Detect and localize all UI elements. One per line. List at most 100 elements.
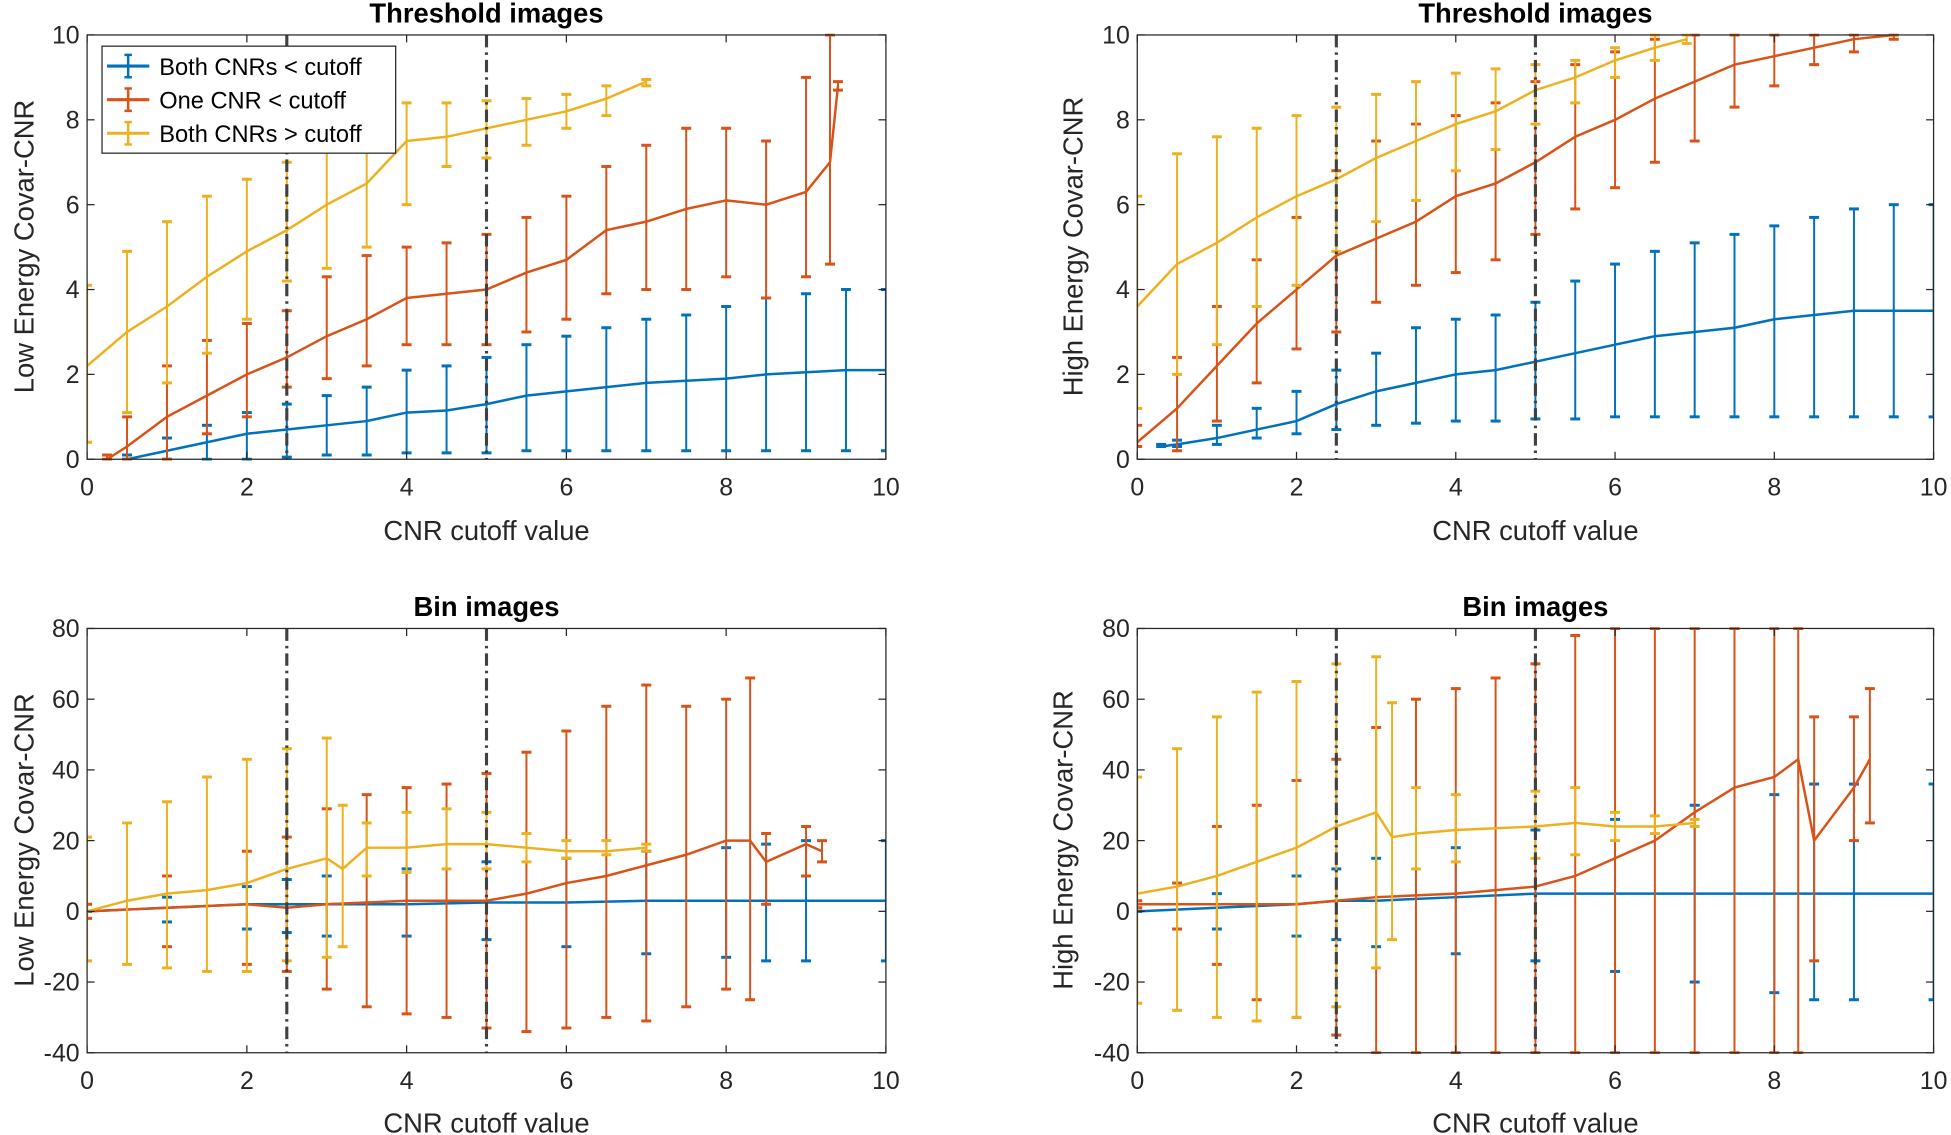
error-bar xyxy=(641,143,652,292)
y-tick-label: -40 xyxy=(1094,1039,1130,1067)
error-bar xyxy=(1137,775,1143,1005)
error-bar xyxy=(825,33,835,266)
error-bar xyxy=(601,704,612,1019)
error-bar xyxy=(1689,627,1700,1055)
series-0 xyxy=(122,288,886,461)
x-tick-label: 6 xyxy=(559,1067,573,1095)
y-tick-label: 0 xyxy=(1116,446,1130,474)
x-axis-label: CNR cutoff value xyxy=(383,515,589,546)
legend-label: Both CNRs < cutoff xyxy=(159,55,362,81)
error-bar xyxy=(1490,67,1501,152)
error-bar xyxy=(1793,627,1804,1055)
error-bar xyxy=(1649,249,1660,419)
y-tick-label: 20 xyxy=(1102,827,1130,855)
y-axis-label: High Energy Covar-CNR xyxy=(1048,690,1079,990)
legend-box xyxy=(101,45,397,154)
error-bar xyxy=(1450,317,1461,423)
error-bar xyxy=(1570,786,1581,857)
error-bar xyxy=(1928,782,1934,1002)
error-bar xyxy=(361,254,372,368)
plot-area xyxy=(87,33,886,461)
error-bar xyxy=(561,729,572,1030)
x-tick-label: 4 xyxy=(400,473,414,501)
panel-low-energy-threshold: Threshold images CNR cutoff value Low En… xyxy=(9,0,900,546)
error-bar xyxy=(601,84,612,118)
error-bar xyxy=(1211,715,1222,1019)
error-bar xyxy=(745,676,756,1002)
y-tick-label: 6 xyxy=(1116,191,1130,219)
series-2 xyxy=(87,736,652,973)
plot-area xyxy=(87,676,886,1034)
x-tick-label: 6 xyxy=(1608,473,1622,501)
legend: Both CNRs < cutoff One CNR < cutoff Both… xyxy=(101,45,397,154)
series-mean-line xyxy=(87,842,647,913)
x-tick-label: 10 xyxy=(1920,473,1948,501)
y-axis-label: High Energy Covar-CNR xyxy=(1058,97,1089,397)
y-tick-label: 0 xyxy=(66,446,80,474)
x-tick-label: 0 xyxy=(1130,473,1144,501)
error-bar xyxy=(801,75,812,279)
y-tick-label: 4 xyxy=(1116,276,1130,304)
y-tick-label: 10 xyxy=(52,22,80,50)
error-bar xyxy=(1211,423,1222,446)
x-tick-label: 6 xyxy=(1608,1067,1622,1095)
error-bar xyxy=(122,821,133,966)
error-bar xyxy=(601,839,612,857)
legend-entry-one-below: One CNR < cutoff xyxy=(107,87,346,114)
error-bar xyxy=(1864,687,1875,825)
error-bar xyxy=(1371,351,1382,427)
y-tick-label: -20 xyxy=(44,969,80,997)
y-tick-label: -20 xyxy=(1094,969,1130,997)
error-bar xyxy=(641,317,652,453)
y-tick-label: 4 xyxy=(66,276,80,304)
series-1 xyxy=(1137,33,1899,453)
error-bar xyxy=(401,810,412,874)
legend-swatch-icon xyxy=(107,53,150,79)
error-bar xyxy=(1410,697,1421,1055)
error-bar xyxy=(201,194,212,355)
legend-entry-both-below: Both CNRs < cutoff xyxy=(107,53,362,81)
error-bar xyxy=(241,177,252,321)
x-tick-label: 8 xyxy=(719,1067,733,1095)
error-bar xyxy=(1490,676,1501,1055)
error-bar xyxy=(1137,194,1143,410)
y-tick-label: 10 xyxy=(1102,22,1130,50)
error-bar xyxy=(1450,71,1461,173)
error-bar xyxy=(1137,899,1143,910)
x-tick-label: 2 xyxy=(240,473,254,501)
y-tick-label: 0 xyxy=(66,898,80,926)
x-tick-label: 0 xyxy=(1130,1067,1144,1095)
error-bar xyxy=(1729,232,1740,419)
y-tick-label: 40 xyxy=(1102,757,1130,785)
error-bar xyxy=(1649,814,1660,836)
error-bar xyxy=(1570,58,1581,105)
legend-entry-both-above: Both CNRs > cutoff xyxy=(107,120,362,148)
error-bar xyxy=(241,321,252,419)
x-tick-label: 4 xyxy=(1449,1067,1463,1095)
series-mean-line xyxy=(1137,810,1695,895)
error-bar xyxy=(521,343,532,453)
error-bar xyxy=(1570,279,1581,421)
y-tick-label: 20 xyxy=(52,827,80,855)
x-axis-label: CNR cutoff value xyxy=(383,1107,589,1135)
error-bar xyxy=(1410,786,1421,871)
error-bar xyxy=(1689,241,1700,419)
error-bar xyxy=(1251,406,1262,440)
error-bar xyxy=(1490,313,1501,423)
x-tick-label: 0 xyxy=(80,1067,94,1095)
error-bar xyxy=(1729,33,1740,109)
legend-label: One CNR < cutoff xyxy=(159,88,346,114)
error-bar xyxy=(1769,627,1780,1055)
series-0 xyxy=(1156,203,1934,449)
error-bar xyxy=(1729,627,1740,1055)
error-bar xyxy=(1251,690,1262,1023)
error-bar xyxy=(561,194,572,321)
error-bar xyxy=(1848,33,1859,54)
error-bar xyxy=(761,139,772,300)
panel-title: Threshold images xyxy=(369,0,603,29)
error-bar xyxy=(162,220,172,385)
plot-area xyxy=(1137,33,1934,453)
error-bar xyxy=(1137,423,1143,449)
panel-low-energy-bin: Bin images CNR cutoff value Low Energy C… xyxy=(9,591,900,1135)
error-bar xyxy=(601,326,612,453)
